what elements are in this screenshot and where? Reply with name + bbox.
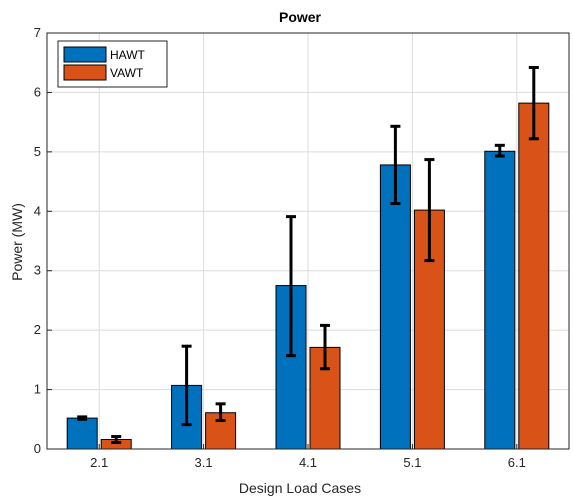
y-tick-label: 3 (34, 263, 41, 278)
legend: HAWT VAWT (57, 40, 168, 88)
x-axis-label: Design Load Cases (239, 480, 361, 496)
x-tick-label: 4.1 (299, 455, 317, 470)
y-tick-label: 4 (34, 203, 41, 218)
y-tick-label: 5 (34, 144, 41, 159)
y-tick-label: 6 (34, 84, 41, 99)
legend-label-vawt: VAWT (110, 66, 144, 80)
bar-hawt (379, 164, 411, 450)
legend-swatch-hawt (63, 46, 107, 63)
legend-label-hawt: HAWT (110, 48, 146, 62)
y-tick-label: 2 (34, 322, 41, 337)
x-tick-label: 3.1 (195, 455, 213, 470)
chart-title: Power (279, 9, 322, 25)
bar-vawt (518, 102, 550, 450)
legend-swatch-vawt (63, 64, 107, 81)
y-tick-label: 0 (34, 441, 41, 456)
y-tick-label: 1 (34, 382, 41, 397)
bar-hawt (66, 417, 98, 450)
x-tick-label: 2.1 (90, 455, 108, 470)
ticks-group: 0 1 2 3 4 5 6 7 2.1 3.1 4.1 5.1 6.1 (34, 25, 526, 470)
bar-hawt (484, 150, 516, 450)
error-bars-group (77, 65, 539, 444)
y-tick-label: 7 (34, 25, 41, 40)
x-tick-label: 6.1 (508, 455, 526, 470)
x-tick-label: 5.1 (403, 455, 421, 470)
y-axis-label: Power (MW) (9, 203, 25, 281)
